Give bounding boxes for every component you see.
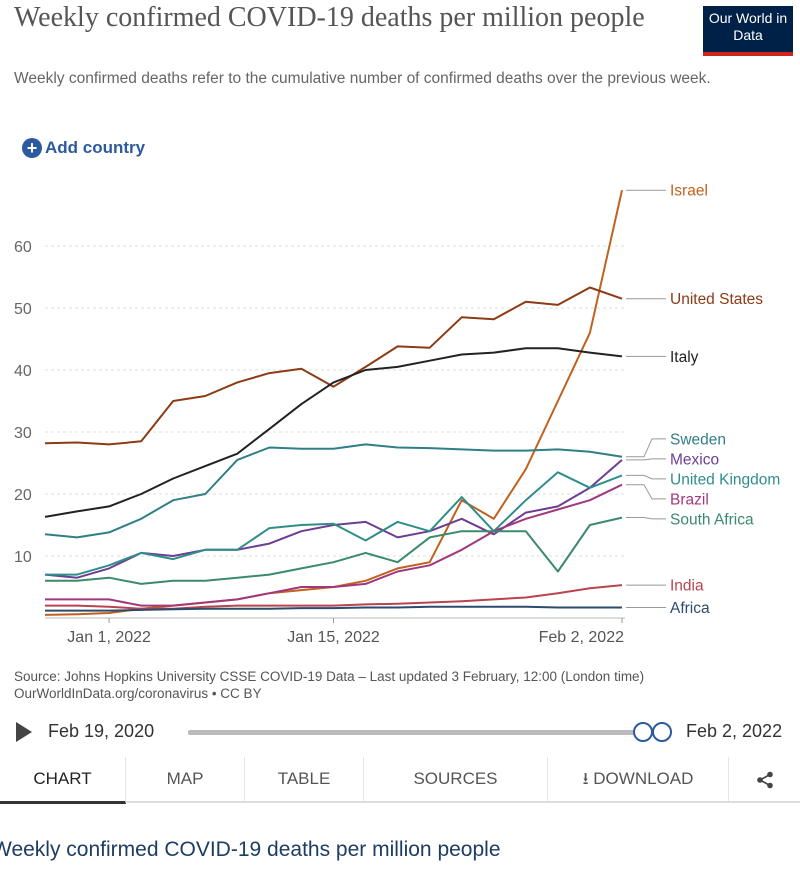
y-tick-label: 30 [14, 425, 32, 442]
legend-label: Mexico [670, 451, 719, 468]
tab-map[interactable]: MAP [126, 757, 245, 801]
legend-label: United States [670, 291, 763, 308]
legend-label: United Kingdom [670, 471, 780, 488]
y-tick-label: 40 [14, 363, 32, 380]
tab-table[interactable]: TABLE [245, 757, 364, 801]
share-icon [756, 771, 773, 788]
y-tick-label: 50 [14, 301, 32, 318]
tab-download[interactable]: ⭳ DOWNLOAD [548, 757, 729, 801]
series-line [44, 189, 623, 616]
download-label: DOWNLOAD [593, 769, 694, 788]
legend-label: Israel [670, 183, 708, 200]
series-line [44, 286, 623, 446]
label-connector [626, 517, 666, 520]
legend-label: Brazil [670, 491, 709, 508]
legend-label: Africa [670, 600, 710, 617]
source-line: Source: Johns Hopkins University CSSE CO… [14, 669, 645, 684]
play-button[interactable] [16, 722, 32, 742]
share-button[interactable] [729, 757, 800, 801]
series-line [44, 347, 623, 518]
timeline-start: Feb 19, 2020 [48, 721, 155, 741]
add-country-label: Add country [45, 138, 146, 157]
label-connector [626, 458, 666, 461]
series-line [44, 459, 623, 579]
series-line [45, 584, 623, 610]
label-connector [626, 484, 666, 500]
add-country-button[interactable]: + Add country [22, 138, 145, 158]
label-connector [626, 474, 666, 480]
footer-heading: Weekly confirmed COVID-19 deaths per mil… [0, 838, 501, 861]
slider-track [188, 730, 640, 735]
tab-chart[interactable]: CHART [0, 757, 126, 804]
timeline [16, 722, 672, 742]
download-icon: ⭳ [582, 769, 594, 788]
legend-label: South Africa [670, 511, 754, 528]
x-tick-label: Jan 1, 2022 [67, 629, 151, 646]
plus-icon: + [22, 138, 42, 158]
series-line [45, 483, 623, 607]
chart-subtitle: Weekly confirmed deaths refer to the cum… [14, 70, 711, 87]
source-url: OurWorldInData.org/coronavirus • CC BY [14, 686, 262, 701]
slider-handle-end[interactable] [652, 722, 672, 742]
series-line [44, 443, 623, 539]
slider-handle-start[interactable] [633, 722, 653, 742]
tab-bar: CHART MAP TABLE SOURCES ⭳ DOWNLOAD [0, 757, 800, 804]
series-line [45, 471, 623, 576]
timeline-end: Feb 2, 2022 [686, 721, 783, 741]
x-tick-label: Jan 15, 2022 [287, 629, 380, 646]
x-tick-label: Feb 2, 2022 [539, 629, 625, 646]
source-note: Source: Johns Hopkins University CSSE CO… [14, 668, 774, 702]
legend-label: India [670, 578, 704, 595]
logo[interactable]: Our World in Data [703, 6, 793, 56]
y-tick-label: 10 [14, 549, 32, 566]
tab-sources[interactable]: SOURCES [364, 757, 548, 801]
chart-title: Weekly confirmed COVID-19 deaths per mil… [14, 2, 645, 33]
y-tick-label: 20 [14, 487, 32, 504]
label-connector [626, 438, 666, 458]
series-line [45, 516, 623, 585]
y-tick-label: 60 [14, 239, 32, 256]
chart: 10 20 30 40 50 60 Jan 1, 2022 Jan 15, 2022 Feb 2… [14, 183, 780, 646]
series-line [45, 605, 622, 612]
legend-label: Sweden [670, 431, 726, 448]
legend-label: Italy [670, 349, 699, 366]
